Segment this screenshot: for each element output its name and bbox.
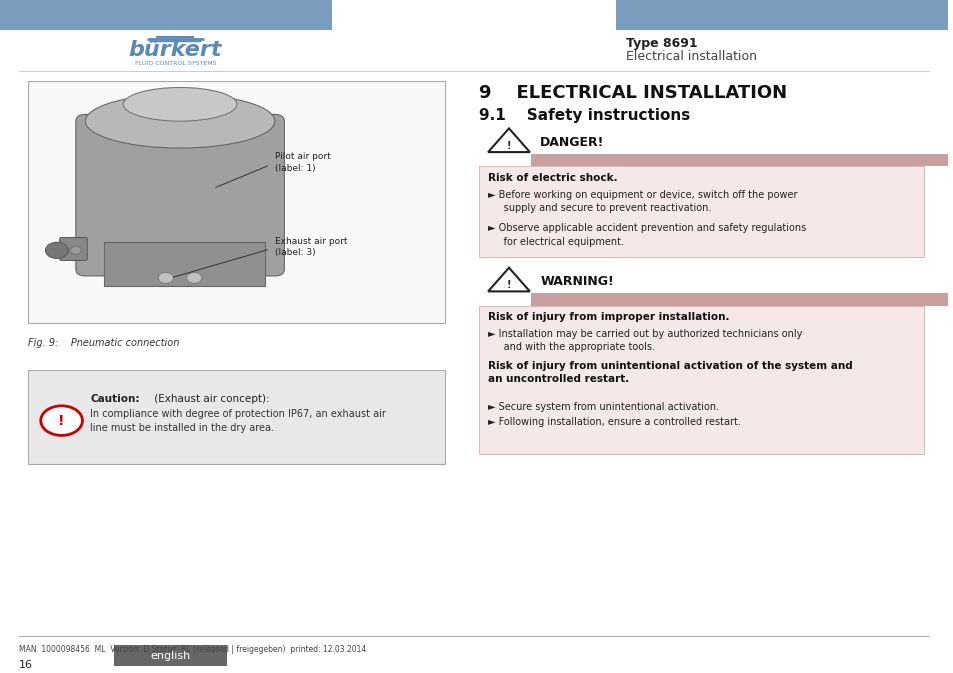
Text: Caution:: Caution:: [90, 394, 139, 404]
FancyBboxPatch shape: [104, 242, 265, 286]
Text: Exhaust air port
(label: 3): Exhaust air port (label: 3): [274, 237, 347, 257]
Text: 9    ELECTRICAL INSTALLATION: 9 ELECTRICAL INSTALLATION: [478, 84, 786, 102]
FancyBboxPatch shape: [75, 114, 284, 276]
Ellipse shape: [123, 87, 236, 121]
FancyBboxPatch shape: [530, 293, 953, 306]
Circle shape: [41, 406, 82, 435]
Text: DANGER!: DANGER!: [539, 136, 604, 149]
Text: (Exhaust air concept):: (Exhaust air concept):: [151, 394, 269, 404]
Text: ► Secure system from unintentional activation.: ► Secure system from unintentional activ…: [488, 402, 719, 412]
FancyBboxPatch shape: [616, 0, 947, 30]
Text: !: !: [58, 414, 65, 427]
Circle shape: [158, 273, 173, 283]
Text: english: english: [151, 651, 191, 660]
FancyBboxPatch shape: [29, 81, 445, 323]
FancyBboxPatch shape: [60, 238, 87, 260]
Text: Risk of injury from improper installation.: Risk of injury from improper installatio…: [488, 312, 729, 322]
Text: Risk of electric shock.: Risk of electric shock.: [488, 173, 618, 183]
FancyBboxPatch shape: [0, 0, 332, 30]
Polygon shape: [488, 268, 529, 291]
Text: Risk of injury from unintentional activation of the system and
an uncontrolled r: Risk of injury from unintentional activa…: [488, 361, 852, 384]
Text: !: !: [506, 281, 511, 290]
Text: ► Installation may be carried out by authorized technicians only
     and with t: ► Installation may be carried out by aut…: [488, 329, 801, 352]
Circle shape: [46, 242, 69, 258]
Text: !: !: [506, 141, 511, 151]
Text: 9.1    Safety instructions: 9.1 Safety instructions: [478, 108, 689, 122]
Circle shape: [71, 246, 81, 254]
Text: ► Observe applicable accident prevention and safety regulations
     for electri: ► Observe applicable accident prevention…: [488, 223, 805, 246]
Text: ► Before working on equipment or device, switch off the power
     supply and se: ► Before working on equipment or device,…: [488, 190, 797, 213]
Text: MAN  1000098456  ML  Version: D Status: RL (released | freigegeben)  printed: 12: MAN 1000098456 ML Version: D Status: RL …: [19, 645, 366, 653]
Text: Electrical installation: Electrical installation: [625, 50, 756, 63]
Text: WARNING!: WARNING!: [539, 275, 614, 288]
FancyBboxPatch shape: [29, 370, 445, 464]
Text: Pilot air port
(label: 1): Pilot air port (label: 1): [274, 153, 331, 173]
Text: Type 8691: Type 8691: [625, 36, 697, 50]
FancyBboxPatch shape: [478, 306, 923, 454]
Text: FLUID CONTROL SYSTEMS: FLUID CONTROL SYSTEMS: [134, 61, 216, 67]
Polygon shape: [488, 129, 529, 152]
Ellipse shape: [85, 94, 274, 148]
FancyBboxPatch shape: [530, 154, 953, 166]
FancyBboxPatch shape: [113, 645, 227, 666]
Circle shape: [187, 273, 202, 283]
Text: ► Following installation, ensure a controlled restart.: ► Following installation, ensure a contr…: [488, 417, 740, 427]
FancyBboxPatch shape: [478, 166, 923, 257]
Text: 16: 16: [19, 660, 33, 670]
Text: In compliance with degree of protection IP67, an exhaust air
line must be instal: In compliance with degree of protection …: [90, 409, 386, 433]
Text: Fig. 9:    Pneumatic connection: Fig. 9: Pneumatic connection: [29, 338, 179, 348]
Text: bürkert: bürkert: [129, 40, 222, 61]
